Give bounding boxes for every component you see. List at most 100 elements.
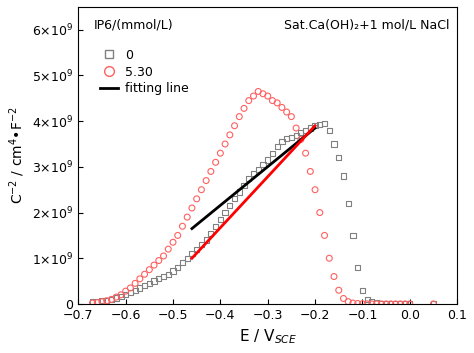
5.30 xyxy=(340,295,347,301)
5.30 xyxy=(307,169,314,174)
0 xyxy=(340,173,347,179)
0 xyxy=(164,271,172,277)
0 xyxy=(117,294,125,299)
5.30 xyxy=(146,267,153,273)
0 xyxy=(383,301,390,306)
5.30 xyxy=(302,150,310,156)
0 xyxy=(288,134,295,140)
0 xyxy=(326,127,333,133)
0 xyxy=(292,133,300,139)
5.30 xyxy=(373,301,381,307)
5.30 xyxy=(259,91,267,97)
5.30 xyxy=(387,301,395,307)
X-axis label: E / V$_{SCE}$: E / V$_{SCE}$ xyxy=(239,327,297,346)
5.30 xyxy=(359,301,366,306)
5.30 xyxy=(264,93,272,99)
0 xyxy=(349,233,357,238)
5.30 xyxy=(127,285,134,291)
0 xyxy=(245,175,253,181)
0 xyxy=(112,295,120,301)
0 xyxy=(122,292,129,298)
0 xyxy=(321,121,328,126)
5.30 xyxy=(245,98,253,103)
0 xyxy=(259,162,267,167)
0 xyxy=(169,268,177,274)
5.30 xyxy=(198,187,205,192)
0 xyxy=(368,299,376,305)
0 xyxy=(392,301,400,307)
0 xyxy=(345,201,352,206)
5.30 xyxy=(273,100,281,106)
5.30 xyxy=(345,299,352,305)
0 xyxy=(226,203,234,209)
5.30 xyxy=(288,114,295,119)
0 xyxy=(406,301,413,307)
0 xyxy=(183,256,191,261)
0 xyxy=(387,301,395,306)
5.30 xyxy=(349,300,357,306)
5.30 xyxy=(141,271,148,277)
5.30 xyxy=(406,301,413,307)
0 xyxy=(198,242,205,247)
0 xyxy=(250,171,257,176)
0 xyxy=(278,139,286,145)
0 xyxy=(193,246,201,252)
5.30 xyxy=(354,301,362,306)
5.30 xyxy=(212,160,219,165)
5.30 xyxy=(240,106,248,111)
0 xyxy=(188,251,196,257)
5.30 xyxy=(316,210,324,215)
0 xyxy=(103,298,110,303)
5.30 xyxy=(236,114,243,119)
5.30 xyxy=(122,288,129,294)
5.30 xyxy=(368,301,376,307)
Text: IP6/(mmol/L): IP6/(mmol/L) xyxy=(93,19,173,32)
0 xyxy=(269,150,276,156)
0 xyxy=(429,301,437,307)
5.30 xyxy=(335,287,343,293)
0 xyxy=(316,122,324,128)
0 xyxy=(240,182,248,188)
0 xyxy=(93,298,101,304)
5.30 xyxy=(150,262,158,268)
5.30 xyxy=(117,292,125,298)
Y-axis label: C$^{-2}$ / cm$^{4}$•F$^{-2}$: C$^{-2}$ / cm$^{4}$•F$^{-2}$ xyxy=(7,107,27,204)
5.30 xyxy=(169,239,177,245)
5.30 xyxy=(103,298,110,304)
5.30 xyxy=(269,98,276,103)
5.30 xyxy=(221,141,229,147)
5.30 xyxy=(160,253,167,259)
5.30 xyxy=(283,109,291,115)
Text: Sat.Ca(OH)₂+1 mol/L NaCl: Sat.Ca(OH)₂+1 mol/L NaCl xyxy=(284,19,449,32)
0 xyxy=(108,297,115,302)
0 xyxy=(150,278,158,284)
0 xyxy=(364,297,371,302)
0 xyxy=(217,217,224,222)
5.30 xyxy=(429,301,437,307)
0 xyxy=(231,196,238,202)
5.30 xyxy=(250,93,257,99)
5.30 xyxy=(112,294,120,300)
5.30 xyxy=(93,300,101,305)
0 xyxy=(354,264,362,270)
0 xyxy=(311,123,319,128)
5.30 xyxy=(179,223,186,229)
5.30 xyxy=(188,205,196,211)
0 xyxy=(397,301,404,307)
0 xyxy=(378,301,385,306)
5.30 xyxy=(292,125,300,131)
0 xyxy=(264,157,272,163)
0 xyxy=(255,166,262,172)
5.30 xyxy=(193,196,201,202)
5.30 xyxy=(226,132,234,138)
0 xyxy=(89,299,96,305)
0 xyxy=(136,285,144,291)
0 xyxy=(155,276,163,282)
5.30 xyxy=(202,178,210,184)
0 xyxy=(160,274,167,279)
0 xyxy=(307,125,314,131)
5.30 xyxy=(164,246,172,252)
0 xyxy=(330,141,338,147)
0 xyxy=(401,301,409,307)
0 xyxy=(302,127,310,133)
